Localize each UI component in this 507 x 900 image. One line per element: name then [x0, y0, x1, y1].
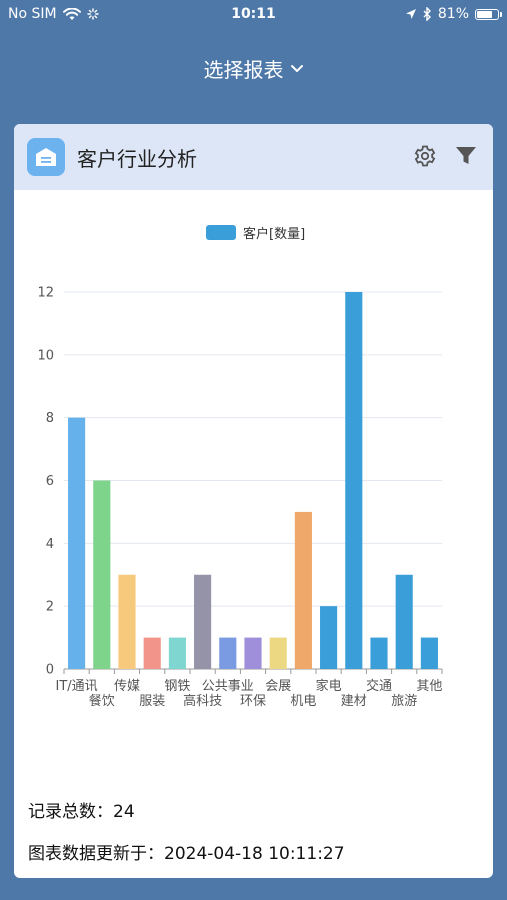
- loading-spinner-icon: [86, 8, 99, 20]
- x-tick-label: 服装: [139, 694, 165, 709]
- y-tick-label: 4: [46, 537, 54, 552]
- x-tick-label: 传媒: [114, 679, 140, 694]
- bar-其他: [420, 637, 438, 669]
- card-header: 客户行业分析: [14, 124, 493, 190]
- x-tick-label: 机电: [290, 694, 316, 709]
- report-selector[interactable]: 选择报表: [0, 54, 507, 83]
- bar-钢铁: [168, 637, 186, 669]
- bar-公共事业: [219, 637, 237, 669]
- y-tick-label: 0: [46, 663, 54, 678]
- legend-swatch: [206, 225, 236, 240]
- bar-服装: [143, 637, 161, 669]
- last-updated: 图表数据更新于：2024-04-18 10:11:27: [28, 839, 345, 864]
- record-total-value: 24: [113, 802, 135, 822]
- card-title: 客户行业分析: [77, 146, 197, 171]
- x-tick-label: 其他: [416, 679, 442, 694]
- record-total: 记录总数：24: [28, 797, 135, 822]
- clock: 10:11: [231, 6, 276, 22]
- x-tick-label: 会展: [265, 679, 291, 694]
- x-tick-label: 餐饮: [89, 693, 115, 709]
- x-tick-label: 旅游: [391, 694, 417, 709]
- x-tick-label: 环保: [240, 694, 266, 709]
- record-total-label: 记录总数：: [28, 802, 113, 822]
- bar-餐饮: [93, 480, 111, 669]
- x-tick-label: 家电: [316, 678, 342, 694]
- bar-机电: [294, 511, 312, 669]
- carrier-label: No SIM: [8, 6, 57, 22]
- bar-建材: [345, 292, 363, 669]
- bar-chart: 客户[数量] 0 2 4 6 8 10 12 IT/通讯 餐饮 传媒 服装 钢铁 高科技 公共事业 环保 会展机…: [14, 190, 493, 750]
- x-tick-label: 交通: [366, 678, 392, 694]
- status-bar: No SIM 10:11 81%: [0, 0, 507, 28]
- x-tick-label: 建材: [341, 694, 367, 709]
- bar-会展: [269, 637, 287, 669]
- bar-旅游: [395, 574, 413, 669]
- last-updated-label: 图表数据更新于：: [28, 844, 164, 864]
- y-tick-label: 2: [46, 600, 54, 615]
- bar-家电: [320, 606, 338, 669]
- y-tick-label: 12: [37, 286, 54, 301]
- battery-percent: 81%: [437, 6, 469, 22]
- battery-icon: [475, 8, 502, 20]
- bluetooth-icon: [423, 7, 431, 21]
- bar-高科技: [194, 574, 212, 669]
- filter-funnel-icon[interactable]: [455, 146, 477, 166]
- bar-传媒: [118, 574, 136, 669]
- chevron-down-icon: [290, 65, 303, 72]
- bar-IT/通讯: [68, 417, 86, 669]
- report-selector-label: 选择报表: [203, 58, 284, 82]
- location-arrow-icon: [405, 9, 416, 19]
- settings-gear-icon[interactable]: [413, 144, 437, 168]
- bar-交通: [370, 637, 388, 669]
- y-tick-label: 10: [37, 348, 54, 363]
- report-app-icon: [27, 138, 65, 176]
- report-card: 客户行业分析 客户[数量] 0 2 4 6 8 10 12 IT/通讯 餐饮 传媒 服装 钢铁 高科技 公共…: [14, 124, 493, 878]
- x-tick-label: 高科技: [183, 693, 222, 709]
- bar-环保: [244, 637, 262, 669]
- x-tick-label: IT/通讯: [56, 679, 98, 694]
- wifi-icon: [62, 7, 81, 20]
- y-tick-label: 8: [46, 411, 54, 426]
- x-tick-label: 钢铁: [164, 679, 190, 694]
- last-updated-value: 2024-04-18 10:11:27: [164, 844, 345, 864]
- y-tick-label: 6: [46, 474, 54, 489]
- x-tick-label: 公共事业: [202, 679, 254, 694]
- legend-label: 客户[数量]: [243, 226, 305, 242]
